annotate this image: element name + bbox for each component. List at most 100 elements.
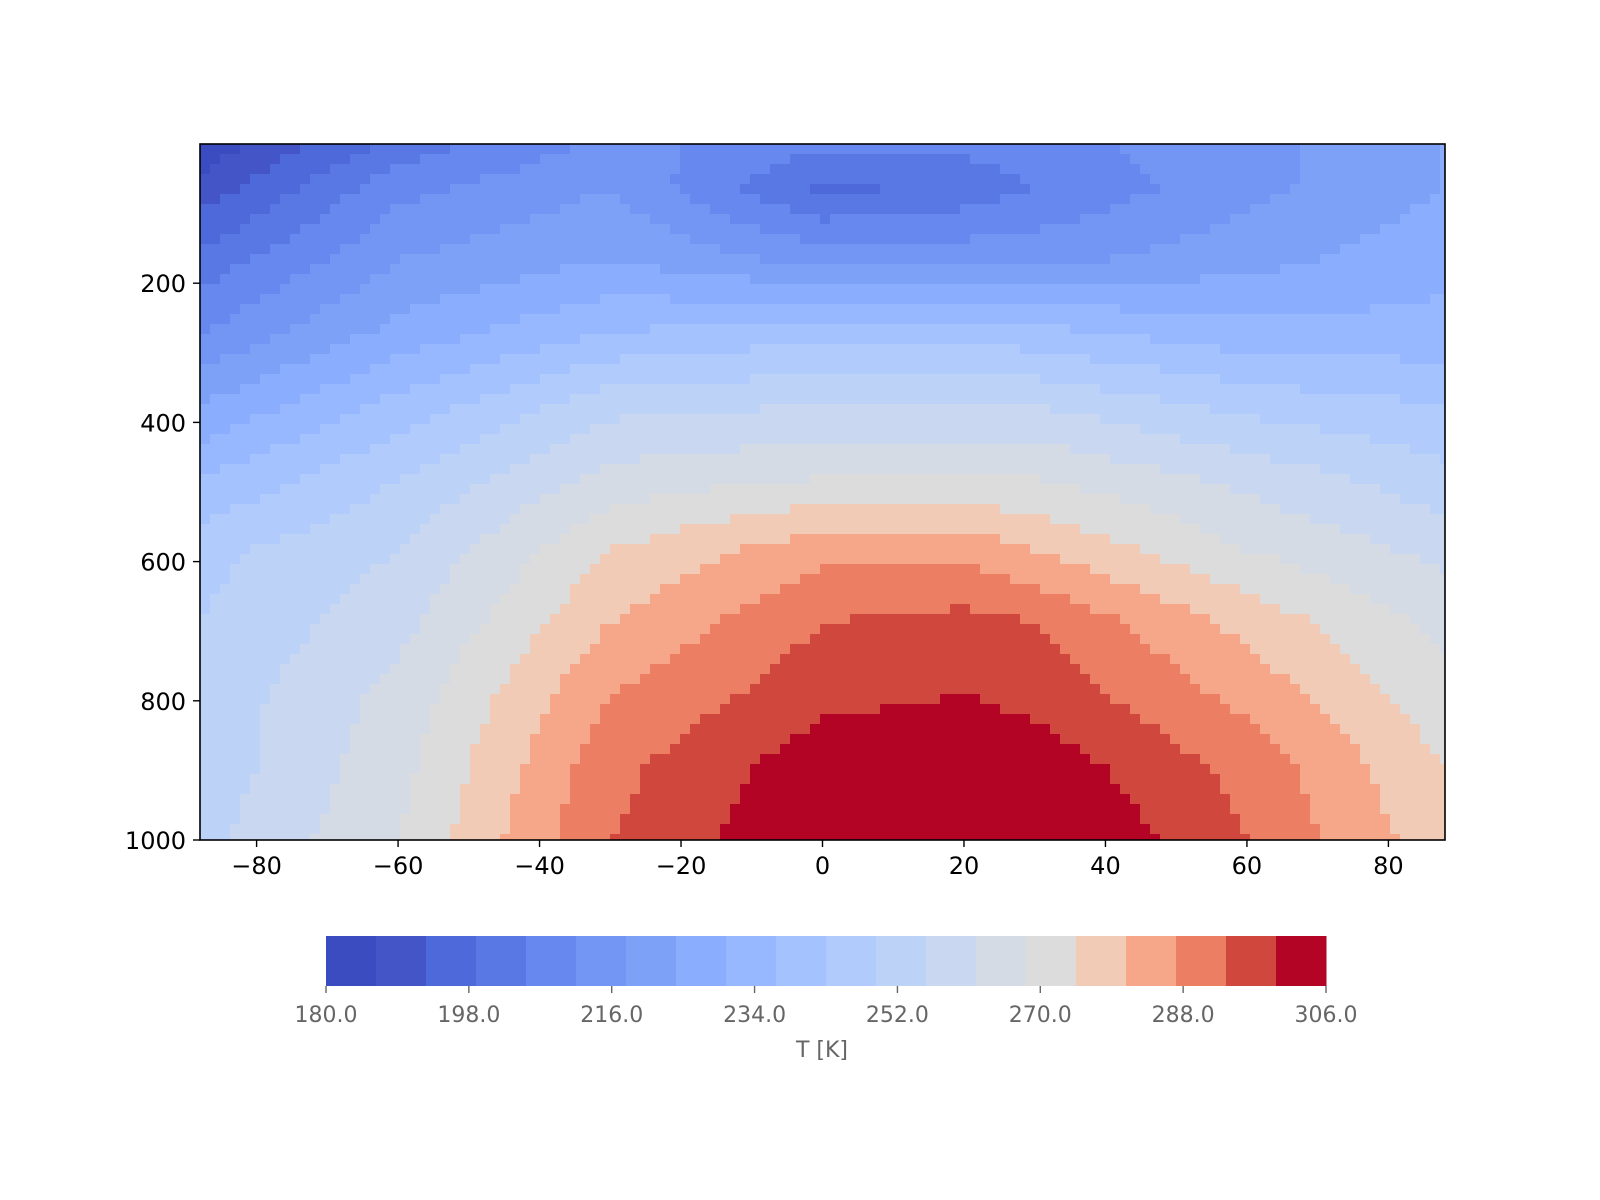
contour-cell <box>420 314 431 325</box>
contour-cell <box>790 804 801 815</box>
contour-cell <box>410 494 421 505</box>
contour-cell <box>800 334 811 345</box>
contour-cell <box>700 214 711 225</box>
contour-cell <box>290 154 301 165</box>
contour-cell <box>360 574 371 585</box>
contour-cell <box>500 324 511 335</box>
contour-cell <box>200 314 211 325</box>
contour-cell <box>300 354 311 365</box>
contour-cell <box>460 574 471 585</box>
contour-cell <box>530 724 541 735</box>
contour-cell <box>690 484 701 495</box>
contour-cell <box>450 534 461 545</box>
contour-cell <box>830 824 841 835</box>
contour-cell <box>280 574 291 585</box>
contour-cell <box>410 524 421 535</box>
contour-cell <box>710 274 721 285</box>
contour-cell <box>490 594 501 605</box>
contour-cell <box>530 444 541 455</box>
contour-cell <box>360 454 371 465</box>
contour-cell <box>620 574 631 585</box>
contour-cell <box>240 244 251 255</box>
contour-cell <box>830 144 841 155</box>
contour-cell <box>210 274 221 285</box>
contour-cell <box>330 294 341 305</box>
contour-cell <box>680 284 691 295</box>
contour-cell <box>470 254 481 265</box>
contour-cell <box>750 804 761 815</box>
contour-cell <box>750 514 761 525</box>
contour-cell <box>220 604 231 615</box>
contour-cell <box>250 224 261 235</box>
contour-cell <box>680 574 691 585</box>
contour-cell <box>870 144 881 155</box>
contour-cell <box>290 534 301 545</box>
contour-cell <box>520 574 531 585</box>
contour-cell <box>320 804 331 815</box>
contour-cell <box>360 824 371 835</box>
contour-cell <box>570 834 581 840</box>
contour-cell <box>210 584 221 595</box>
contour-cell <box>780 524 791 535</box>
contour-cell <box>890 434 901 445</box>
contour-cell <box>220 834 231 840</box>
contour-cell <box>260 674 271 685</box>
contour-cell <box>410 344 421 355</box>
contour-cell <box>360 324 371 335</box>
contour-cell <box>520 734 531 745</box>
contour-cell <box>680 584 691 595</box>
contour-cell <box>890 634 901 645</box>
contour-cell <box>320 664 331 675</box>
contour-cell <box>410 144 421 155</box>
contour-cell <box>680 254 691 265</box>
contour-cell <box>850 354 861 365</box>
contour-cell <box>810 464 821 475</box>
contour-cell <box>430 814 441 825</box>
contour-cell <box>830 484 841 495</box>
contour-cell <box>670 304 681 315</box>
contour-cell <box>630 254 641 265</box>
contour-cell <box>860 374 871 385</box>
contour-cell <box>590 204 601 215</box>
contour-cell <box>320 354 331 365</box>
contour-cell <box>520 804 531 815</box>
contour-cell <box>770 824 781 835</box>
contour-cell <box>780 824 791 835</box>
contour-cell <box>490 644 501 655</box>
contour-cell <box>590 294 601 305</box>
contour-cell <box>380 284 391 295</box>
contour-cell <box>850 484 861 495</box>
contour-cell <box>510 344 521 355</box>
contour-cell <box>700 364 711 375</box>
contour-cell <box>640 724 651 735</box>
contour-cell <box>340 754 351 765</box>
contour-cell <box>350 574 361 585</box>
contour-cell <box>450 664 461 675</box>
contour-cell <box>730 554 741 565</box>
contour-cell <box>590 584 601 595</box>
contour-cell <box>460 414 471 425</box>
contour-cell <box>720 284 731 295</box>
contour-cell <box>500 804 511 815</box>
contour-cell <box>270 824 281 835</box>
contour-cell <box>600 714 611 725</box>
contour-cell <box>270 594 281 605</box>
contour-cell <box>490 434 501 445</box>
contour-cell <box>550 294 561 305</box>
contour-cell <box>380 694 391 705</box>
contour-cell <box>230 794 241 805</box>
contour-cell <box>760 714 771 725</box>
contour-cell <box>720 584 731 595</box>
contour-cell <box>300 584 311 595</box>
contour-cell <box>650 744 661 755</box>
contour-cell <box>310 634 321 645</box>
contour-cell <box>490 744 501 755</box>
contour-cell <box>200 414 211 425</box>
contour-cell <box>490 654 501 665</box>
contour-cell <box>410 314 421 325</box>
contour-cell <box>210 184 221 195</box>
contour-cell <box>460 654 471 665</box>
contour-cell <box>370 164 381 175</box>
contour-cell <box>870 684 881 695</box>
contour-cell <box>470 654 481 665</box>
